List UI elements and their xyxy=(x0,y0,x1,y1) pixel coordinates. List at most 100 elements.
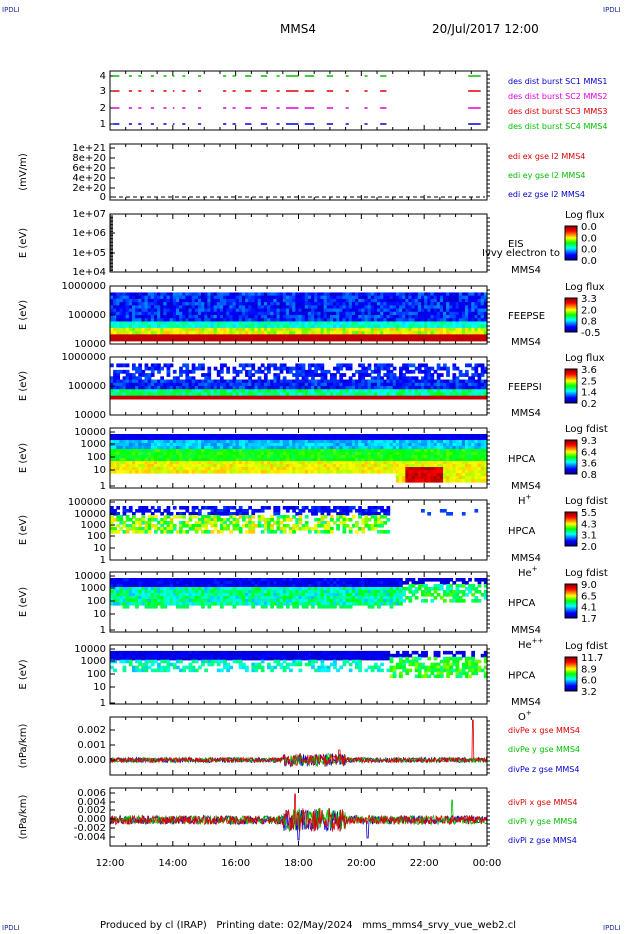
feepsi-panel-cell xyxy=(427,366,432,371)
feepse-panel-cell xyxy=(279,337,284,342)
feepse-panel-cell xyxy=(169,292,174,297)
feepse-panel-cell xyxy=(474,324,479,329)
hpca-h-panel-cell xyxy=(128,449,133,453)
feepse-panel-cell xyxy=(455,315,460,319)
feepsi-panel-cell xyxy=(336,392,340,397)
hpca-h-panel-cell xyxy=(267,461,271,465)
feepsi-panel-cell xyxy=(182,395,186,400)
feepse-panel-cell xyxy=(361,318,366,323)
hpca-h-panel-cell xyxy=(323,446,328,450)
feepse-panel-cell xyxy=(461,315,466,319)
feepse-panel-cell xyxy=(260,292,265,297)
hpca-h-panel-cell xyxy=(163,452,168,456)
hpca-h-panel-cell xyxy=(172,470,177,474)
feepse-panel-cell xyxy=(427,318,432,323)
feepse-panel-cell xyxy=(163,337,168,342)
feepse-panel-cell xyxy=(351,305,356,310)
hpca-h-panel-cell xyxy=(254,452,259,456)
hpca-h-panel-cell xyxy=(395,434,400,438)
hpca-h-panel-cell xyxy=(348,458,353,462)
hpca-h-panel-cell xyxy=(351,446,356,450)
hpca-h-panel-cell xyxy=(314,461,318,465)
hpca-h-panel-cell xyxy=(216,440,221,444)
feepse-panel-cell xyxy=(307,311,312,316)
feepse-panel-cell xyxy=(182,321,186,326)
feepsi-panel-cell xyxy=(465,392,469,397)
hpca-h-panel-cell xyxy=(131,452,136,456)
feepsi-panel-cell xyxy=(191,366,196,371)
feepse-panel-cell xyxy=(458,298,463,303)
feepse-panel-cell xyxy=(282,295,287,300)
hpca-h-panel-cell xyxy=(421,464,425,468)
feepsi-panel-cell xyxy=(402,382,406,387)
feepse-panel-cell xyxy=(147,321,152,326)
feepse-panel-cell xyxy=(169,315,174,319)
feepse-panel-cell xyxy=(125,298,130,303)
hpca-h-panel-cell xyxy=(358,461,362,465)
hpca-h-panel-cell xyxy=(125,443,130,447)
feepse-panel-cell xyxy=(461,311,466,316)
hpca-h-panel-cell xyxy=(257,452,262,456)
feepse-panel-cell xyxy=(380,318,384,323)
hpca-h-panel-cell xyxy=(113,443,117,447)
feepse-panel-cell xyxy=(201,315,205,319)
hpca-h-panel-cell xyxy=(323,449,328,453)
feepse-panel-cell xyxy=(279,302,284,306)
hpca-h-panel-cell xyxy=(471,455,476,459)
feepse-panel-cell xyxy=(207,302,212,306)
feepsi-panel-cell xyxy=(251,395,256,400)
feepsi-panel-cell xyxy=(260,392,265,397)
feepse-panel-cell xyxy=(207,318,212,323)
feepsi-panel-cell xyxy=(392,395,397,400)
feepse-panel-cell xyxy=(452,331,457,335)
feepse-panel-cell xyxy=(320,318,325,323)
feepse-panel-cell xyxy=(201,298,205,303)
hpca-h-panel-cell xyxy=(351,449,356,453)
hpca-h-panel-cell xyxy=(386,437,391,441)
feepse-panel-cell xyxy=(439,308,444,313)
hpca-h-panel-cell xyxy=(131,458,136,462)
hpca-h-panel-cell xyxy=(175,449,180,453)
edi-panel-legend-entry: edi ex gse l2 MMS4 xyxy=(508,152,585,161)
hpca-h-panel-cell xyxy=(452,440,457,444)
feepsi-panel-cell xyxy=(395,386,400,390)
feepse-panel-cell xyxy=(292,292,296,297)
hpca-h-panel-cell xyxy=(207,434,212,438)
feepsi-panel-cbar-tick: 0.2 xyxy=(581,399,597,410)
hpca-h-panel-cell xyxy=(329,464,334,468)
hpca-h-panel-cell xyxy=(157,470,161,474)
feepse-panel-cell xyxy=(194,311,199,316)
feepsi-panel-cell xyxy=(377,382,381,387)
feepse-panel-cell xyxy=(197,318,202,323)
hpca-h-panel-cell xyxy=(257,449,262,453)
feepsi-panel-cell xyxy=(260,379,265,384)
feepsi-panel-cell xyxy=(443,379,447,384)
hpca-h-panel-cell xyxy=(364,446,369,450)
feepse-panel-cell xyxy=(304,305,309,310)
feepse-panel-cell xyxy=(361,337,366,342)
feepse-panel-cell xyxy=(345,337,350,342)
feepsi-panel-cell xyxy=(226,389,230,394)
feepsi-panel-cell xyxy=(150,382,155,387)
hpca-h-panel-cell xyxy=(417,473,422,477)
feepsi-panel-cell xyxy=(480,386,485,390)
feepse-panel-cell xyxy=(232,292,237,297)
feepse-panel-cell xyxy=(483,334,488,339)
hpca-h-panel-cell xyxy=(163,458,168,462)
hpca-h-panel-cell xyxy=(251,449,256,453)
feepse-panel-cell xyxy=(380,308,384,313)
feepsi-panel-cell xyxy=(235,392,240,397)
feepse-panel-cell xyxy=(135,321,139,326)
hpca-h-panel-cell xyxy=(370,464,375,468)
feepse-panel-cell xyxy=(477,337,482,342)
feepsi-panel-cell xyxy=(248,363,252,368)
hpca-h-panel-cell xyxy=(392,434,397,438)
feepse-panel-cell xyxy=(358,298,362,303)
feepsi-panel-cell xyxy=(223,392,227,397)
feepse-panel-cell xyxy=(458,311,463,316)
feepsi-panel-cell xyxy=(254,382,259,387)
feepse-panel-cell xyxy=(175,324,180,329)
feepse-panel-cell xyxy=(395,298,400,303)
feepse-panel-cell xyxy=(417,324,422,329)
hpca-h-panel-cell xyxy=(131,437,136,441)
